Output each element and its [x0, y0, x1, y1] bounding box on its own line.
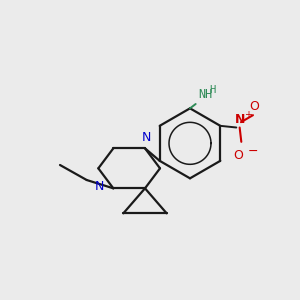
Text: NH: NH	[198, 88, 213, 101]
Text: N: N	[94, 180, 104, 193]
Text: +: +	[244, 110, 252, 120]
Text: N: N	[142, 131, 152, 144]
Text: H: H	[210, 85, 216, 95]
Text: −: −	[247, 145, 258, 158]
Text: O: O	[250, 100, 260, 113]
Text: O: O	[234, 148, 244, 161]
Text: N: N	[235, 112, 245, 125]
